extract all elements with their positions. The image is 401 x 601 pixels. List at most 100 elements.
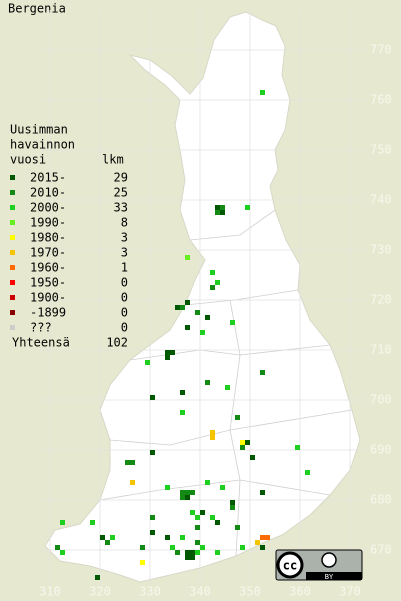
observation-square (260, 370, 265, 375)
observation-square (185, 495, 190, 500)
badge-strip (306, 572, 362, 580)
observation-square (185, 300, 190, 305)
legend-count: 8 (121, 216, 128, 230)
x-tick-label: 360 (289, 585, 311, 599)
y-tick-label: 710 (370, 343, 392, 357)
legend-count: 0 (121, 306, 128, 320)
observation-square (55, 545, 60, 550)
observation-square (195, 515, 200, 520)
y-tick-label: 770 (370, 43, 392, 57)
observation-square (215, 520, 220, 525)
observation-square (180, 495, 185, 500)
legend-count: 1 (121, 261, 128, 275)
observation-square (100, 535, 105, 540)
legend-swatch (10, 310, 15, 315)
observation-square (90, 520, 95, 525)
cc-circle (276, 551, 304, 579)
observation-square (180, 390, 185, 395)
observation-square (105, 540, 110, 545)
observation-square (185, 255, 190, 260)
observation-square (60, 550, 65, 555)
y-tick-label: 740 (370, 193, 392, 207)
legend-label: ??? (30, 321, 52, 335)
observation-square (260, 535, 265, 540)
total-count: 102 (106, 336, 128, 350)
legend-count: 0 (121, 276, 128, 290)
observation-square (240, 545, 245, 550)
legend-count: 29 (114, 171, 128, 185)
observation-square (175, 550, 180, 555)
observation-square (190, 550, 195, 555)
legend-count: 25 (114, 186, 128, 200)
observation-square (110, 535, 115, 540)
observation-square (60, 520, 65, 525)
observation-square (240, 440, 245, 445)
observation-square (210, 430, 215, 435)
observation-square (260, 545, 265, 550)
y-tick-label: 730 (370, 243, 392, 257)
y-tick-label: 720 (370, 293, 392, 307)
observation-square (245, 440, 250, 445)
observation-square (180, 410, 185, 415)
y-tick-label: 760 (370, 93, 392, 107)
x-tick-label: 320 (89, 585, 111, 599)
legend-swatch (10, 295, 15, 300)
observation-square (225, 385, 230, 390)
observation-square (240, 445, 245, 450)
total-label: Yhteensä (12, 336, 70, 350)
x-tick-label: 350 (239, 585, 261, 599)
observation-square (180, 305, 185, 310)
observation-square (195, 540, 200, 545)
legend-count: 3 (121, 246, 128, 260)
observation-square (235, 525, 240, 530)
observation-square (150, 515, 155, 520)
legend-label: 2000- (30, 201, 66, 215)
observation-square (205, 380, 210, 385)
y-tick-label: 670 (370, 543, 392, 557)
x-tick-label: 370 (339, 585, 361, 599)
observation-square (185, 550, 190, 555)
observation-square (230, 320, 235, 325)
legend-heading: vuosi (10, 153, 46, 167)
y-tick-label: 680 (370, 493, 392, 507)
observation-square (205, 480, 210, 485)
y-tick-label: 700 (370, 393, 392, 407)
observation-square (230, 505, 235, 510)
observation-square (190, 555, 195, 560)
observation-square (185, 325, 190, 330)
observation-square (200, 510, 205, 515)
observation-square (260, 90, 265, 95)
observation-square (210, 435, 215, 440)
observation-square (180, 535, 185, 540)
observation-square (205, 315, 210, 320)
observation-square (260, 490, 265, 495)
observation-square (255, 540, 260, 545)
observation-square (150, 395, 155, 400)
by-icon (321, 552, 337, 568)
observation-square (150, 530, 155, 535)
observation-square (305, 470, 310, 475)
y-tick-label: 690 (370, 443, 392, 457)
legend-swatch (10, 250, 15, 255)
observation-square (125, 460, 130, 465)
observation-square (250, 455, 255, 460)
legend-label: -1899 (30, 306, 66, 320)
legend-swatch (10, 190, 15, 195)
observation-square (220, 485, 225, 490)
observation-square (210, 285, 215, 290)
legend-label: 1900- (30, 291, 66, 305)
legend-swatch (10, 220, 15, 225)
observation-square (220, 210, 225, 215)
observation-square (195, 310, 200, 315)
legend-label: 1980- (30, 231, 66, 245)
legend-swatch (10, 235, 15, 240)
observation-square (165, 350, 170, 355)
observation-square (170, 350, 175, 355)
badge-label: BY (325, 573, 334, 581)
observation-square (215, 205, 220, 210)
legend-label: 2010- (30, 186, 66, 200)
observation-square (165, 535, 170, 540)
observation-square (220, 205, 225, 210)
legend-label: 1990- (30, 216, 66, 230)
observation-square (195, 525, 200, 530)
